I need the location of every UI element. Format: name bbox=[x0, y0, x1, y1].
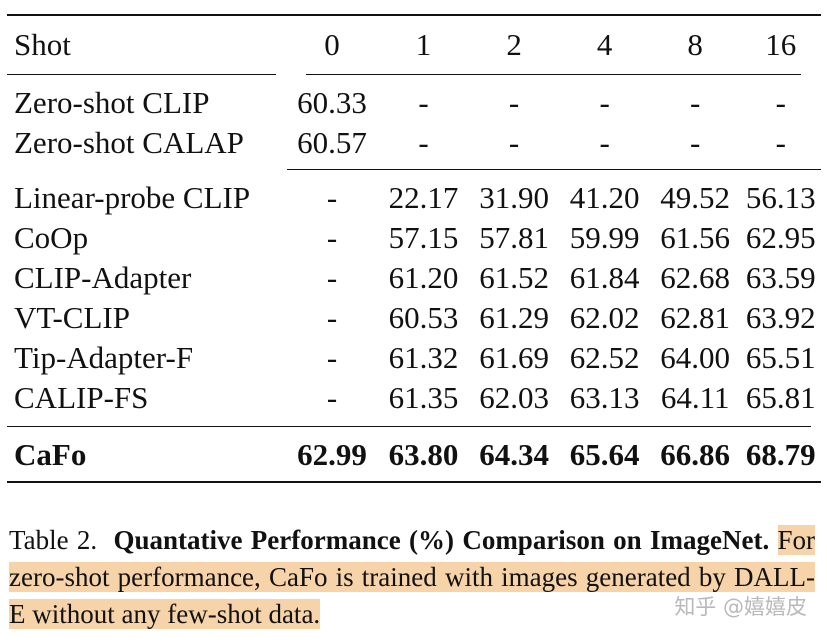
table-row: VT-CLIP - 60.53 61.29 62.02 62.81 63.92 bbox=[7, 298, 821, 338]
value-cell: 61.69 bbox=[479, 340, 549, 375]
value-cell: 63.92 bbox=[745, 300, 816, 335]
header-cell-shot-count: 0 bbox=[285, 14, 379, 74]
value-cell: 64.34 bbox=[468, 435, 560, 483]
table-row: Zero-shot CLIP 60.33 - - - - - bbox=[7, 83, 821, 123]
method-name-cell: Tip-Adapter-F bbox=[14, 340, 194, 375]
value-cell: 65.64 bbox=[559, 435, 650, 483]
method-name-cell: CoOp bbox=[14, 220, 89, 255]
method-name-cell: VT-CLIP bbox=[14, 300, 130, 335]
header-cell-shot-count: 8 bbox=[649, 14, 741, 74]
value-cell: 41.20 bbox=[569, 180, 640, 215]
table-row: CALIP-FS - 61.35 62.03 63.13 64.11 65.81 bbox=[7, 378, 821, 418]
method-name-cell: Linear-probe CLIP bbox=[14, 180, 251, 215]
table-row: Tip-Adapter-F - 61.32 61.69 62.52 64.00 65.51 bbox=[7, 338, 821, 378]
value-cell: - bbox=[326, 180, 338, 215]
value-cell: - bbox=[690, 85, 701, 120]
header-row: Shot 0 1 2 4 8 16 bbox=[7, 14, 821, 74]
value-cell: 31.90 bbox=[479, 180, 549, 215]
value-cell: 61.84 bbox=[569, 260, 640, 295]
value-cell: - bbox=[599, 125, 610, 160]
value-cell: 61.29 bbox=[479, 300, 549, 335]
gap-after-midrule bbox=[7, 170, 821, 178]
results-table: Shot 0 1 2 4 8 16 Zero-shot CLIP 60.33- - - - - Zero-… bbox=[7, 14, 821, 483]
value-cell: - bbox=[775, 125, 786, 160]
value-cell: 62.68 bbox=[660, 260, 731, 295]
method-name-cell: Zero-shot CALAP bbox=[14, 125, 244, 160]
watermark: 知乎 @嬉嬉皮 bbox=[674, 595, 807, 619]
value-cell: - bbox=[508, 125, 520, 160]
method-name-cell: Zero-shot CLIP bbox=[14, 85, 210, 120]
value-cell: - bbox=[326, 380, 338, 415]
value-cell: 57.15 bbox=[388, 220, 459, 255]
table-row: CLIP-Adapter - 61.20 61.52 61.84 62.68 63.59 bbox=[7, 258, 821, 298]
table-caption: Table 2. Quantative Performance (%) Comp… bbox=[9, 522, 816, 633]
method-name-cell: CLIP-Adapter bbox=[14, 260, 192, 295]
value-cell: 60.57 bbox=[297, 125, 367, 160]
header-midrule bbox=[7, 74, 821, 75]
value-cell: 61.56 bbox=[660, 220, 731, 255]
header-cell-shot-count: 16 bbox=[740, 14, 821, 74]
caption-title: Quantative Performance (%) Comparison on… bbox=[113, 525, 770, 555]
value-cell: 62.02 bbox=[569, 300, 640, 335]
value-cell: - bbox=[326, 220, 338, 255]
value-cell: 60.33 bbox=[297, 85, 367, 120]
gap-after-header bbox=[7, 75, 821, 83]
value-cell: 62.81 bbox=[660, 300, 731, 335]
value-cell: - bbox=[508, 85, 520, 120]
value-cell: - bbox=[599, 85, 610, 120]
value-cell: - bbox=[326, 300, 338, 335]
value-cell: 61.35 bbox=[388, 380, 459, 415]
value-cell: 56.13 bbox=[745, 180, 816, 215]
value-cell: 63.59 bbox=[745, 260, 816, 295]
value-cell: 61.52 bbox=[479, 260, 549, 295]
group-midrule bbox=[7, 169, 821, 170]
value-cell: 68.79 bbox=[740, 435, 821, 483]
method-name-cell: CaFo bbox=[7, 435, 286, 483]
value-cell: 62.95 bbox=[745, 220, 816, 255]
table-row: CoOp - 57.15 57.81 59.99 61.56 62.95 bbox=[7, 218, 821, 258]
value-cell: - bbox=[418, 85, 429, 120]
value-cell: 61.32 bbox=[388, 340, 459, 375]
table-row: Linear-probe CLIP - 22.17 31.90 41.20 49.52 56… bbox=[7, 178, 821, 218]
value-cell: - bbox=[418, 125, 429, 160]
caption-label: Table 2. bbox=[9, 525, 98, 555]
value-cell: - bbox=[326, 340, 338, 375]
value-cell: 65.51 bbox=[745, 340, 816, 375]
value-cell: 62.99 bbox=[285, 435, 379, 483]
method-name-cell: CALIP-FS bbox=[14, 380, 149, 415]
gap-after-ours-rule bbox=[7, 427, 821, 435]
value-cell: - bbox=[326, 260, 338, 295]
value-cell: 22.17 bbox=[388, 180, 459, 215]
value-cell: - bbox=[775, 85, 786, 120]
value-cell: 64.00 bbox=[660, 340, 731, 375]
value-cell: 62.52 bbox=[569, 340, 640, 375]
header-cell-shot-count: 1 bbox=[378, 14, 469, 74]
value-cell: 64.11 bbox=[660, 380, 730, 415]
value-cell: 49.52 bbox=[660, 180, 731, 215]
header-cell-shot-count: 4 bbox=[559, 14, 650, 74]
header-cell-shot-count: 2 bbox=[468, 14, 560, 74]
gap-before-ours bbox=[7, 418, 821, 426]
value-cell: 62.03 bbox=[479, 380, 549, 415]
value-cell: 65.81 bbox=[745, 380, 816, 415]
value-cell: 59.99 bbox=[569, 220, 640, 255]
value-cell: 66.86 bbox=[649, 435, 741, 483]
value-cell: 57.81 bbox=[479, 220, 549, 255]
value-cell: 61.20 bbox=[388, 260, 459, 295]
value-cell: 63.80 bbox=[378, 435, 469, 483]
value-cell: 63.13 bbox=[569, 380, 640, 415]
table-row: Zero-shot CALAP 60.57 - - - - - bbox=[7, 123, 821, 163]
value-cell: - bbox=[690, 125, 701, 160]
header-cell-shot: Shot bbox=[7, 14, 286, 74]
table-row-ours: CaFo 62.99 63.80 64.34 65.64 66.86 68.79 bbox=[7, 435, 821, 483]
value-cell: 60.53 bbox=[388, 300, 459, 335]
ours-midrule bbox=[7, 426, 821, 427]
